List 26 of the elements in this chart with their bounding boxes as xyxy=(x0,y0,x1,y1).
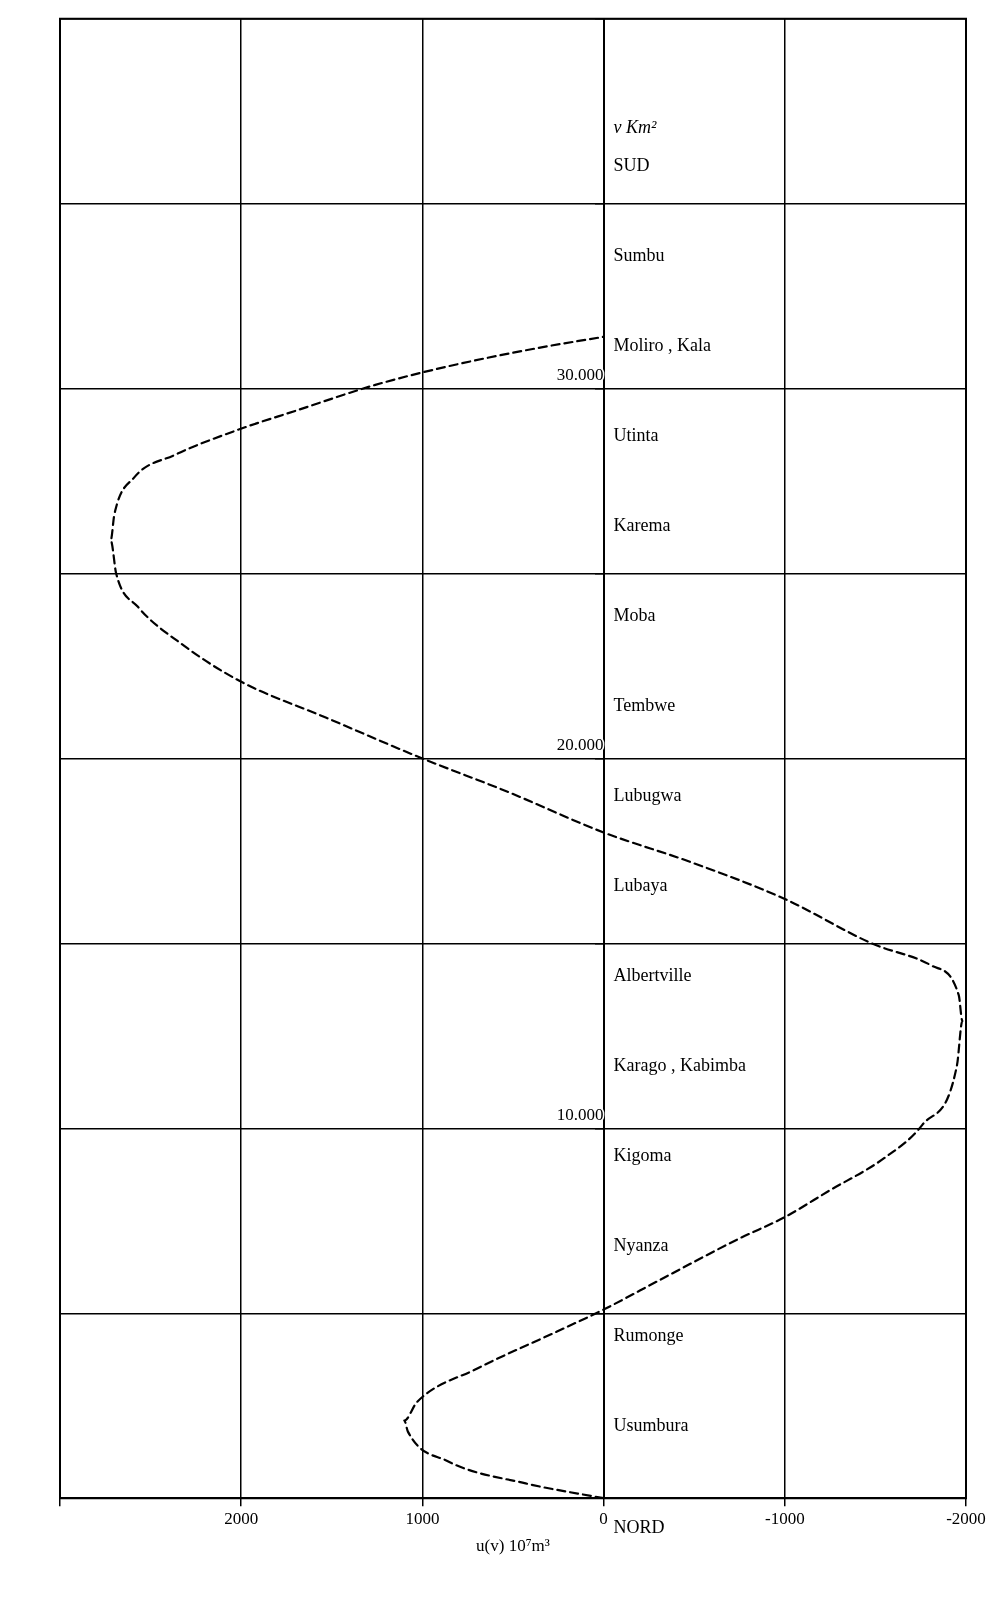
annotation: Nyanza xyxy=(613,1235,669,1256)
y-tick-label: 10.000 xyxy=(556,1105,604,1125)
y-tick-label: 30.000 xyxy=(556,365,604,385)
annotation: Karema xyxy=(613,515,671,536)
y-axis-title: v Km² xyxy=(613,117,658,138)
annotation: Usumbura xyxy=(613,1414,689,1435)
annotation: Sumbu xyxy=(613,245,665,266)
annotation: SUD xyxy=(613,155,650,176)
annotation: Lubaya xyxy=(613,875,668,896)
annotation: Kigoma xyxy=(613,1145,672,1166)
x-tick-label: 1000 xyxy=(405,1508,440,1528)
annotation: Moliro , Kala xyxy=(613,335,712,356)
annotation: Albertville xyxy=(613,965,692,986)
x-axis-title: u(v) 10⁷m³ xyxy=(476,1536,550,1556)
x-tick-label: 0 xyxy=(599,1508,608,1528)
x-tick-label: -1000 xyxy=(764,1508,805,1528)
annotation: Karago , Kabimba xyxy=(613,1055,747,1076)
annotation: Utinta xyxy=(613,425,659,446)
x-tick-label: -2000 xyxy=(946,1508,986,1528)
x-tick-label: 2000 xyxy=(224,1508,259,1528)
annotation: Tembwe xyxy=(613,695,676,716)
annotation: Lubugwa xyxy=(613,785,682,806)
annotation: Rumonge xyxy=(613,1325,684,1346)
text: NORD xyxy=(613,1516,665,1537)
annotation: Moba xyxy=(613,605,656,626)
y-tick-label: 20.000 xyxy=(556,735,604,755)
